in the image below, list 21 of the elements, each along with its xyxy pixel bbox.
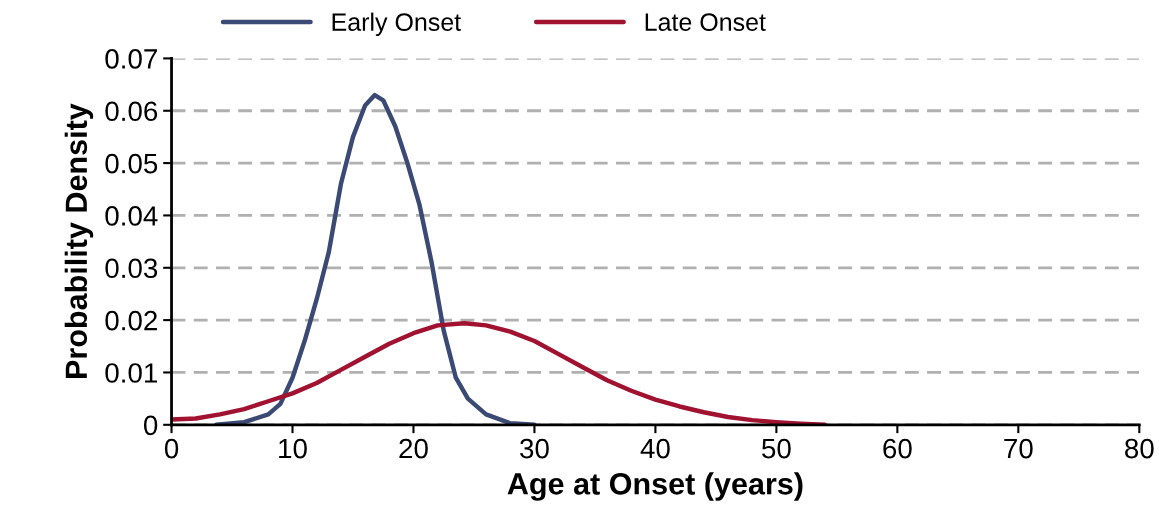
x-axis-title: Age at Onset (years) xyxy=(507,472,803,501)
legend-label: Early Onset xyxy=(332,12,461,36)
y-tick-label: 0.02 xyxy=(105,310,157,331)
y-tick-label: 0.06 xyxy=(105,101,158,122)
x-tick-label: 40 xyxy=(640,438,670,459)
legend-label: Late Onset xyxy=(645,13,766,31)
x-tick-label: 10 xyxy=(279,438,307,459)
x-tick-label: 20 xyxy=(399,438,428,459)
y-tick-label: 0.04 xyxy=(105,206,158,226)
y-tick-label: 0.01 xyxy=(105,363,157,383)
y-tick-label: 0.03 xyxy=(105,258,158,279)
x-tick-label: 30 xyxy=(520,438,549,459)
x-tick-label: 60 xyxy=(883,438,912,459)
y-axis-title: Probability Density xyxy=(64,103,94,378)
y-tick-label: 0.07 xyxy=(105,49,157,69)
y-tick-label: 0.05 xyxy=(105,153,158,174)
x-tick-label: 70 xyxy=(1004,438,1033,459)
x-tick-label: 50 xyxy=(762,438,791,459)
x-tick-label: 80 xyxy=(1125,438,1154,459)
y-tick-label: 0 xyxy=(143,415,158,436)
x-tick-label: 0 xyxy=(164,438,179,459)
